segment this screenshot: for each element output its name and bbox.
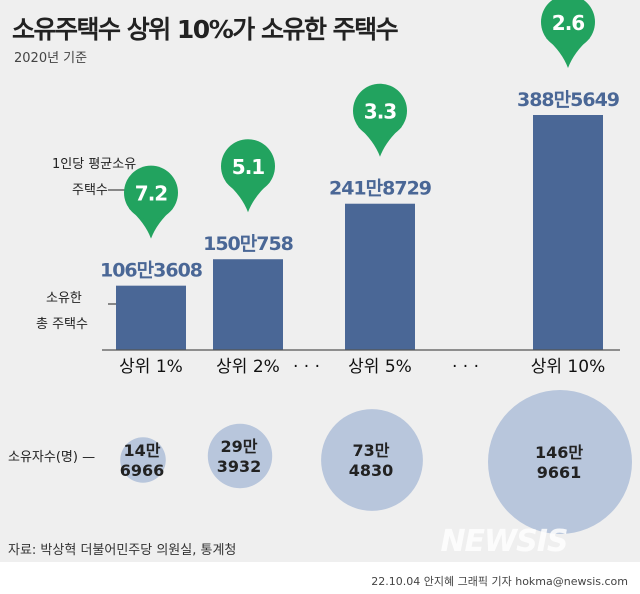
chart-title: 소유주택수 상위 10%가 소유한 주택수 bbox=[12, 15, 399, 44]
avg-houses-label: 2.6 bbox=[552, 11, 585, 35]
avg-houses-label: 3.3 bbox=[364, 100, 397, 124]
owners-label-line1: 146만 bbox=[535, 443, 583, 462]
bar-value-label: 241만8729 bbox=[329, 178, 431, 200]
avg-houses-label: 5.1 bbox=[232, 155, 265, 179]
owners-label-line2: 4830 bbox=[349, 461, 394, 480]
bar-2 bbox=[213, 259, 283, 350]
chart-subtitle: 2020년 기준 bbox=[14, 51, 87, 66]
category-label: 상위 1% bbox=[119, 357, 183, 377]
bar-1 bbox=[116, 285, 186, 350]
owners-label-line1: 14만 bbox=[124, 441, 161, 460]
ellipsis-1: · · · bbox=[293, 357, 320, 377]
owners-bubble-3 bbox=[321, 409, 423, 511]
category-label: 상위 10% bbox=[531, 357, 605, 377]
legend-total-line1: 소유한 bbox=[46, 291, 82, 306]
bar-value-label: 106만3608 bbox=[100, 260, 203, 282]
owners-bubble-1 bbox=[120, 437, 166, 483]
pin-marker-1 bbox=[124, 165, 178, 220]
owners-label-line2: 6966 bbox=[120, 461, 165, 480]
category-label: 상위 2% bbox=[216, 357, 280, 377]
bar-3 bbox=[345, 203, 415, 350]
legend-total-line2: 총 주택수 bbox=[36, 317, 88, 332]
owners-bubble-4 bbox=[488, 390, 632, 534]
owners-bubble-2 bbox=[207, 423, 273, 489]
legend-owners: 소유자수(명) — bbox=[8, 450, 95, 465]
owners-label-line1: 29만 bbox=[221, 437, 258, 456]
bar-value-label: 150만758 bbox=[203, 233, 294, 255]
category-label: 상위 5% bbox=[348, 357, 412, 377]
ellipsis-2: · · · bbox=[452, 357, 479, 377]
bar-value-label: 388만5649 bbox=[517, 89, 619, 111]
owners-label-line2: 9661 bbox=[537, 463, 582, 482]
pin-marker-2 bbox=[221, 139, 275, 194]
avg-houses-label: 7.2 bbox=[135, 182, 168, 206]
source-note: 자료: 박상혁 더불어민주당 의원실, 통계청 bbox=[8, 543, 236, 558]
legend-avg-line2: 주택수 bbox=[72, 183, 108, 198]
pin-marker-4 bbox=[541, 0, 595, 49]
legend-avg-line1: 1인당 평균소유 bbox=[52, 157, 136, 172]
newsis-logo: NEWSIS bbox=[440, 524, 567, 559]
pin-marker-3 bbox=[353, 83, 407, 138]
owners-label-line2: 3932 bbox=[217, 457, 262, 476]
credit-line: 22.10.04 안지혜 그래픽 기자 hokma@newsis.com bbox=[371, 575, 628, 588]
bar-4 bbox=[533, 115, 603, 350]
owners-label-line1: 73만 bbox=[353, 441, 390, 460]
